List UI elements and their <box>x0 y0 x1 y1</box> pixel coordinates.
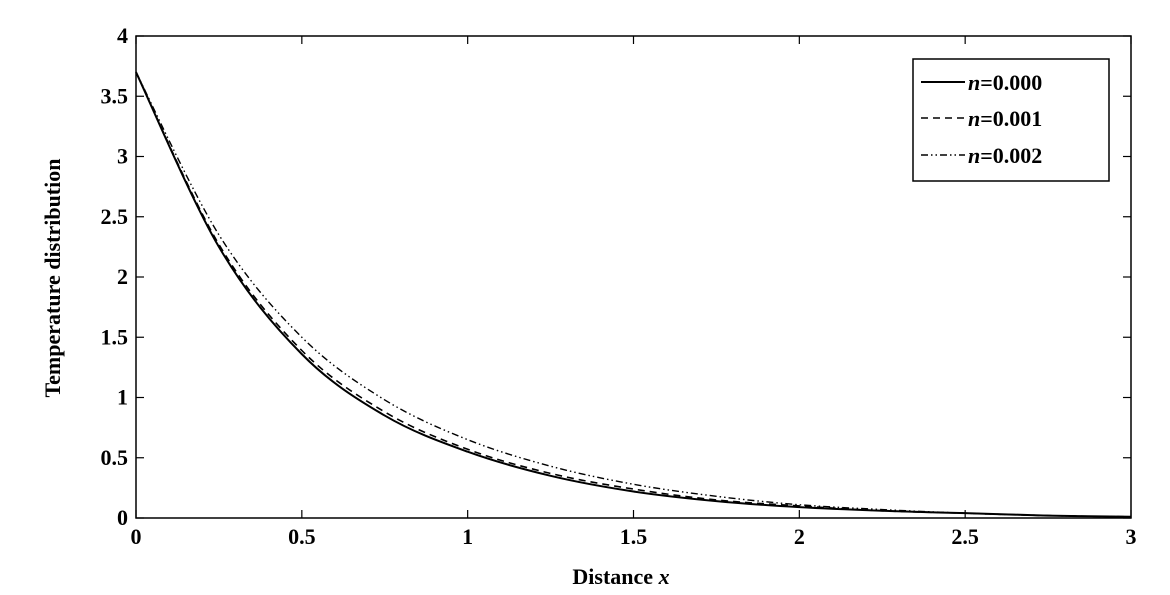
y-tick-label: 4 <box>117 23 128 48</box>
y-tick-label: 1 <box>117 385 128 410</box>
y-tick-label: 2 <box>117 264 128 289</box>
x-tick-label: 1 <box>462 524 473 549</box>
series-line-n-0.002 <box>135 71 1132 518</box>
x-tick-label: 2 <box>794 524 805 549</box>
y-tick-label: 0 <box>117 505 128 530</box>
legend-label-n-0.001: n=0.001 <box>968 106 1042 131</box>
x-axis-title-variable: x <box>658 564 670 589</box>
y-tick-label: 3 <box>117 144 128 169</box>
series-group <box>135 71 1132 518</box>
legend-box <box>912 58 1110 182</box>
y-tick-label: 2.5 <box>101 204 129 229</box>
y-axis-title: Temperature distribution <box>40 159 65 398</box>
series-line-n-0.001 <box>135 71 1132 518</box>
legend-label-n-0.002: n=0.002 <box>968 143 1042 168</box>
x-axis-title: Distance x <box>572 564 669 589</box>
x-tick-label: 0.5 <box>288 524 316 549</box>
y-tick-label: 0.5 <box>101 445 129 470</box>
y-tick-label: 1.5 <box>101 324 129 349</box>
legend: n=0.000 n=0.001 n=0.002 <box>912 58 1110 182</box>
ticks-group: 0 0.5 1 1.5 2 2.5 3 0 0.5 1 1.5 2 2.5 3 3.5 4 <box>101 23 1137 549</box>
x-tick-label: 0 <box>131 524 142 549</box>
x-axis-title-text: Distance <box>572 564 658 589</box>
y-tick-label: 3.5 <box>101 83 129 108</box>
x-tick-label: 3 <box>1126 524 1137 549</box>
x-tick-label: 2.5 <box>951 524 979 549</box>
legend-label-n-0.000: n=0.000 <box>968 70 1042 95</box>
x-tick-label: 1.5 <box>620 524 648 549</box>
